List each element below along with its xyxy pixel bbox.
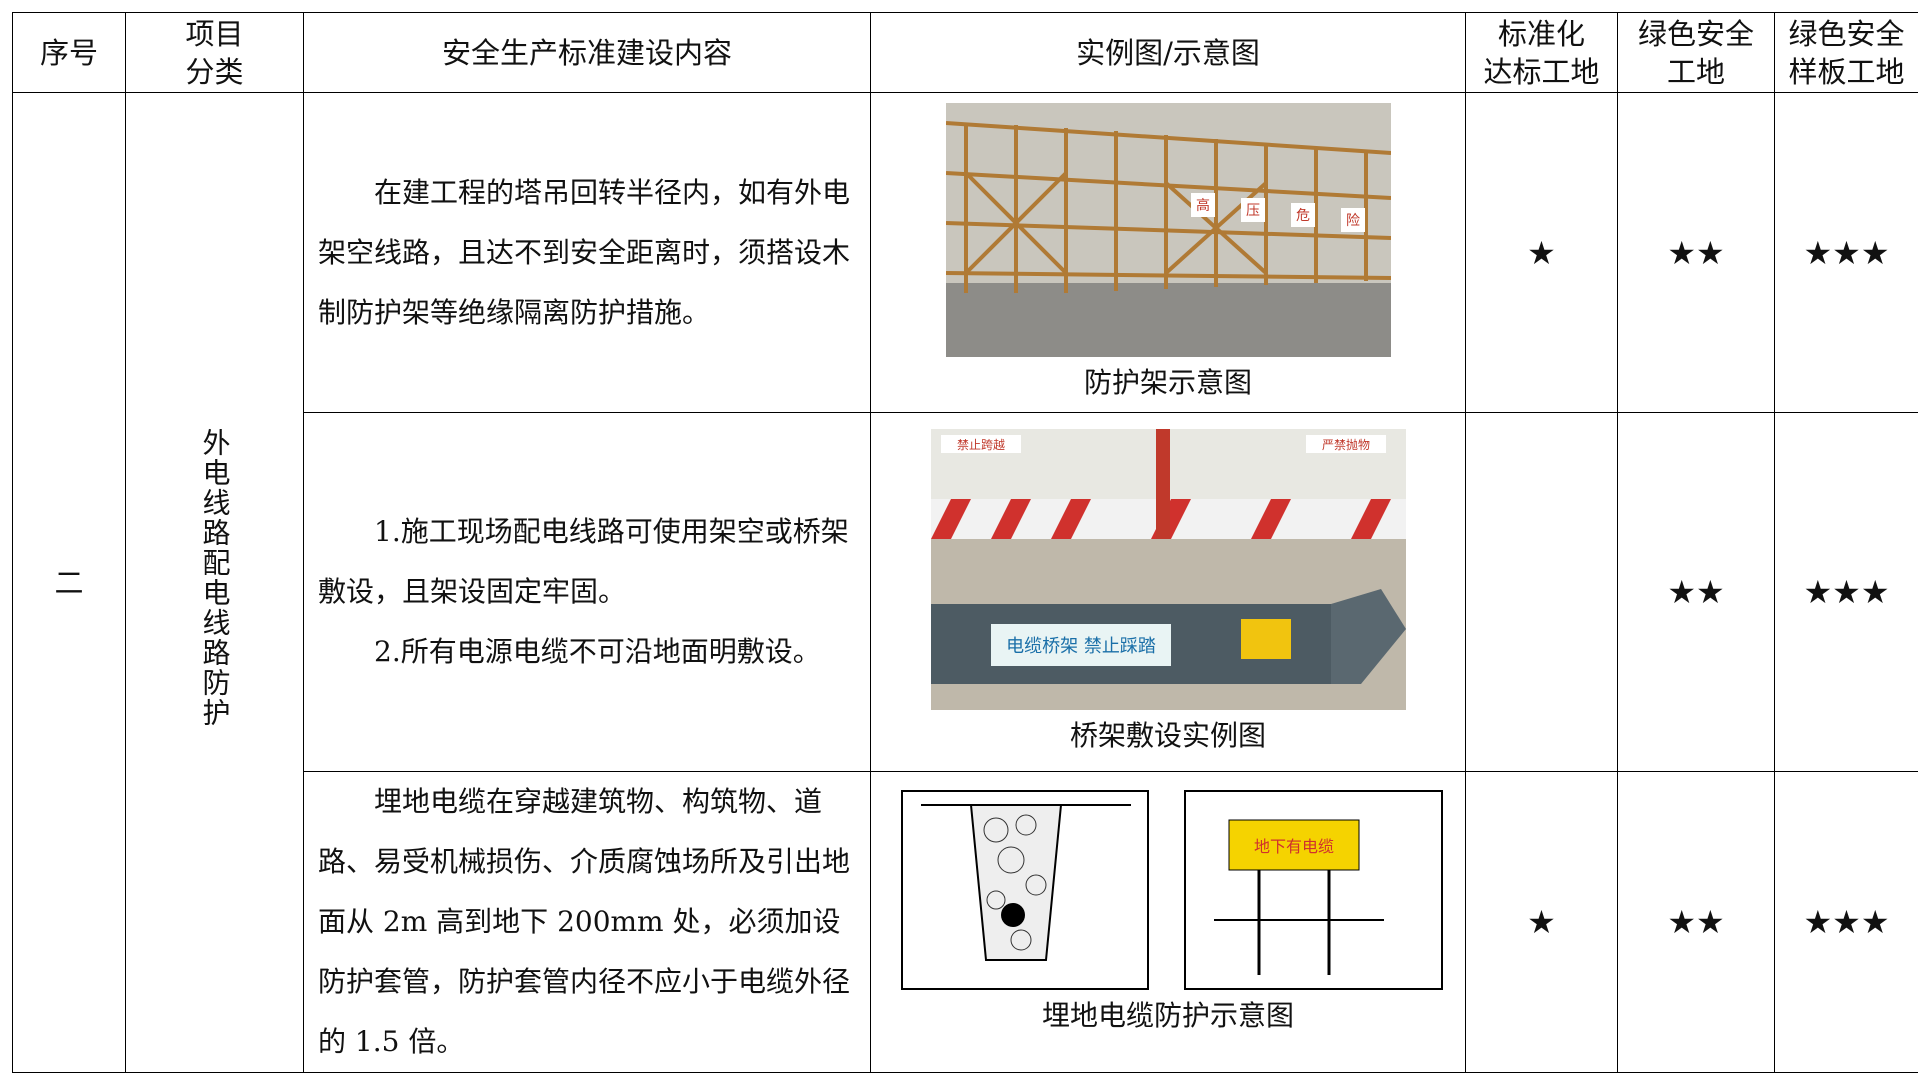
header-line: 分类 xyxy=(126,53,303,91)
sign-text: 险 xyxy=(1346,213,1360,229)
paragraph: 2.所有电源电缆不可沿地面明敷设。 xyxy=(318,622,856,682)
cable-tray-photo: 电缆桥架 禁止踩踏 禁止跨越 严禁抛物 xyxy=(931,429,1406,710)
category-text: 外电线路配电线路防护 xyxy=(195,428,235,728)
section-no: 二 xyxy=(13,93,126,1073)
level3: ★★★ xyxy=(1775,772,1918,1073)
caption: 桥架敷设实例图 xyxy=(871,716,1465,756)
sign-text: 危 xyxy=(1296,208,1310,224)
standards-table: 序号 项目分类 安全生产标准建设内容 实例图/示意图 标准化达标工地 绿色安全工… xyxy=(12,12,1918,1073)
paragraph: 在建工程的塔吊回转半径内，如有外电架空线路，且达不到安全距离时，须搭设木制防护架… xyxy=(318,163,856,343)
header-line: 绿色安全 xyxy=(1618,15,1774,53)
level2: ★★ xyxy=(1618,413,1775,772)
header-line: 标准化 xyxy=(1466,15,1617,53)
marker-diagram: 地下有电缆 xyxy=(1184,790,1443,990)
header-cell: 安全生产标准建设内容 xyxy=(304,13,871,93)
figure-cell: 地下有电缆 埋地电缆防护示意图 xyxy=(871,772,1466,1073)
header-cell: 绿色安全样板工地 xyxy=(1775,13,1918,93)
level2: ★★ xyxy=(1618,772,1775,1073)
caption: 防护架示意图 xyxy=(871,363,1465,403)
paragraph: 埋地电缆在穿越建筑物、构筑物、道路、易受机械损伤、介质腐蚀场所及引出地面从 2m… xyxy=(318,772,856,1072)
sign-text: 禁止跨越 xyxy=(956,438,1004,452)
header-cell: 标准化达标工地 xyxy=(1466,13,1618,93)
trench-diagram xyxy=(901,790,1149,990)
header-line: 项目 xyxy=(126,15,303,53)
caption: 埋地电缆防护示意图 xyxy=(871,996,1465,1036)
paragraph: 1.施工现场配电线路可使用架空或桥架敷设，且架设固定牢固。 xyxy=(318,502,856,622)
level1: ★ xyxy=(1466,93,1618,413)
sign-text: 电缆桥架 禁止踩踏 xyxy=(1006,636,1156,657)
row: 二 外电线路配电线路防护 在建工程的塔吊回转半径内，如有外电架空线路，且达不到安… xyxy=(13,93,1918,413)
figure-cell: 电缆桥架 禁止踩踏 禁止跨越 严禁抛物 桥架敷设实例图 xyxy=(871,413,1466,772)
header-line: 达标工地 xyxy=(1466,53,1617,91)
header-cell: 序号 xyxy=(13,13,126,93)
header-line: 绿色安全 xyxy=(1775,15,1918,53)
header-line: 样板工地 xyxy=(1775,53,1918,91)
figure-cell: 高 压 危 险 防护架示意图 xyxy=(871,93,1466,413)
level1 xyxy=(1466,413,1618,772)
header-cell: 绿色安全工地 xyxy=(1618,13,1775,93)
content: 埋地电缆在穿越建筑物、构筑物、道路、易受机械损伤、介质腐蚀场所及引出地面从 2m… xyxy=(304,772,871,1073)
level3: ★★★ xyxy=(1775,413,1918,772)
header-cell: 实例图/示意图 xyxy=(871,13,1466,93)
sign-text: 压 xyxy=(1246,203,1260,219)
level3: ★★★ xyxy=(1775,93,1918,413)
scaffold-photo: 高 压 危 险 xyxy=(946,103,1391,357)
header-cell: 项目分类 xyxy=(126,13,304,93)
sign-text: 高 xyxy=(1196,197,1210,214)
level2: ★★ xyxy=(1618,93,1775,413)
sign-text: 地下有电缆 xyxy=(1254,837,1334,856)
content: 在建工程的塔吊回转半径内，如有外电架空线路，且达不到安全距离时，须搭设木制防护架… xyxy=(304,93,871,413)
header-row: 序号 项目分类 安全生产标准建设内容 实例图/示意图 标准化达标工地 绿色安全工… xyxy=(13,13,1918,93)
header-line: 工地 xyxy=(1618,53,1774,91)
content: 1.施工现场配电线路可使用架空或桥架敷设，且架设固定牢固。2.所有电源电缆不可沿… xyxy=(304,413,871,772)
level1: ★ xyxy=(1466,772,1618,1073)
sign-text: 严禁抛物 xyxy=(1321,437,1369,452)
section-category: 外电线路配电线路防护 xyxy=(126,93,304,1073)
